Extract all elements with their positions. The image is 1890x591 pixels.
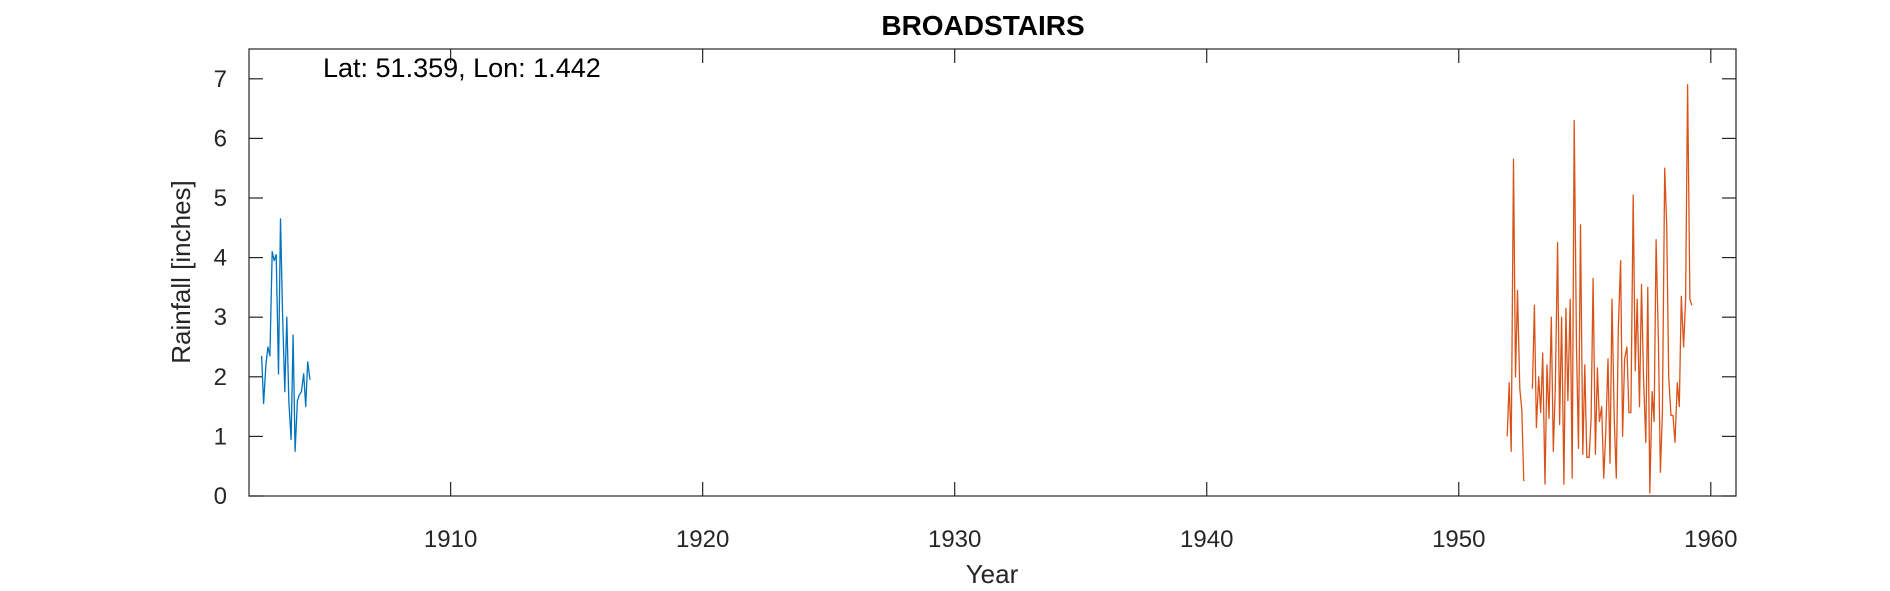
x-tick-label: 1940 [1180, 526, 1233, 553]
data-series [260, 84, 1693, 494]
x-tick-label: 1960 [1684, 526, 1737, 553]
chart-annotation: Lat: 51.359, Lon: 1.442 [323, 53, 601, 83]
y-tick-label: 6 [214, 125, 227, 152]
x-tick-label: 1910 [424, 526, 477, 553]
y-axis-label: Rainfall [inches] [166, 180, 196, 364]
plot-area-box [248, 48, 1737, 497]
x-tick-label: 1930 [928, 526, 981, 553]
y-tick-label: 3 [214, 304, 227, 331]
chart-title: BROADSTAIRS [881, 10, 1084, 41]
x-tick-label: 1920 [676, 526, 729, 553]
series-line-2 [1506, 84, 1693, 494]
x-tick-label: 1950 [1432, 526, 1485, 553]
y-tick-label: 5 [214, 185, 227, 212]
y-tick-label: 2 [214, 364, 227, 391]
y-tick-label: 0 [214, 483, 227, 510]
y-tick-label: 4 [214, 245, 227, 272]
series-line-1 [260, 218, 311, 452]
axis-ticks: 1910 1920 1930 1940 1950 1960 0 1 2 3 4 5 6 7 [214, 49, 1737, 553]
y-tick-label: 1 [214, 423, 227, 450]
x-axis-label: Year [966, 559, 1019, 589]
y-tick-label: 7 [214, 66, 227, 93]
